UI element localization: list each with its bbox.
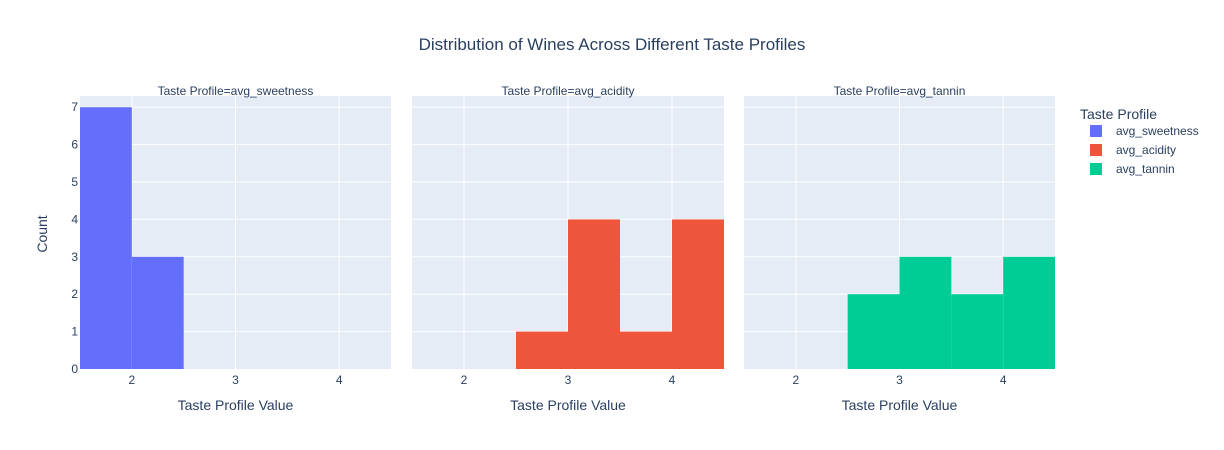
legend-swatch <box>1090 163 1102 175</box>
legend-title: Taste Profile <box>1080 106 1157 122</box>
x-tick-label: 2 <box>461 373 468 387</box>
y-tick-label: 1 <box>71 325 78 339</box>
x-tick-label: 2 <box>792 373 799 387</box>
y-tick-label: 7 <box>71 100 78 114</box>
y-tick-label: 6 <box>71 138 78 152</box>
facet-panel-avg_sweetness: Taste Profile=avg_sweetness 2 3 4 Taste Prof… <box>71 84 391 413</box>
legend-items: avg_sweetness avg_acidity avg_tannin <box>1090 124 1199 176</box>
x-tick-label: 4 <box>1000 373 1007 387</box>
x-tick-label: 4 <box>669 373 676 387</box>
bar-avg_tannin <box>899 256 952 369</box>
x-axis-label: Taste Profile Value <box>178 397 294 413</box>
facet-panel-avg_tannin: Taste Profile=avg_tannin 2 3 4 Taste Profile… <box>744 84 1055 413</box>
legend: Taste Profile avg_sweetnessavg_acidityav… <box>1080 106 1199 176</box>
legend-item-avg_sweetness: avg_sweetness <box>1090 124 1199 138</box>
legend-label: avg_sweetness <box>1116 124 1199 138</box>
facet-title: Taste Profile=avg_sweetness <box>158 84 314 98</box>
y-tick-label: 4 <box>71 212 78 226</box>
x-tick-label: 3 <box>565 373 572 387</box>
bar-avg_acidity <box>672 219 724 369</box>
legend-swatch <box>1090 144 1102 156</box>
facet-title: Taste Profile=avg_tannin <box>834 84 966 98</box>
legend-swatch <box>1090 125 1102 137</box>
bar-avg_tannin <box>1003 256 1055 369</box>
y-tick-label: 5 <box>71 175 78 189</box>
legend-label: avg_acidity <box>1116 143 1176 157</box>
bar-avg_acidity <box>568 219 620 369</box>
y-axis-label: Count <box>34 215 50 252</box>
x-tick-label: 3 <box>232 373 239 387</box>
facet-title: Taste Profile=avg_acidity <box>501 84 634 98</box>
x-tick-label: 2 <box>128 373 135 387</box>
x-axis-label: Taste Profile Value <box>842 397 958 413</box>
x-tick-label: 4 <box>336 373 343 387</box>
x-axis-label: Taste Profile Value <box>510 397 626 413</box>
x-tick-label: 3 <box>896 373 903 387</box>
legend-label: avg_tannin <box>1116 162 1175 176</box>
bar-avg_tannin <box>951 294 1004 369</box>
legend-item-avg_tannin: avg_tannin <box>1090 162 1175 176</box>
bar-avg_tannin <box>847 294 900 369</box>
facet-panel-avg_acidity: Taste Profile=avg_acidity 2 3 4 Taste Profil… <box>412 84 724 413</box>
legend-item-avg_acidity: avg_acidity <box>1090 143 1176 157</box>
y-tick-label: 3 <box>71 250 78 264</box>
bar-avg_sweetness <box>80 107 132 369</box>
y-tick-label: 0 <box>71 362 78 376</box>
bar-avg_acidity <box>620 331 672 369</box>
bar-avg_acidity <box>516 331 568 369</box>
bar-avg_sweetness <box>131 256 184 369</box>
chart-title: Distribution of Wines Across Different T… <box>419 35 806 54</box>
y-tick-label: 2 <box>71 287 78 301</box>
